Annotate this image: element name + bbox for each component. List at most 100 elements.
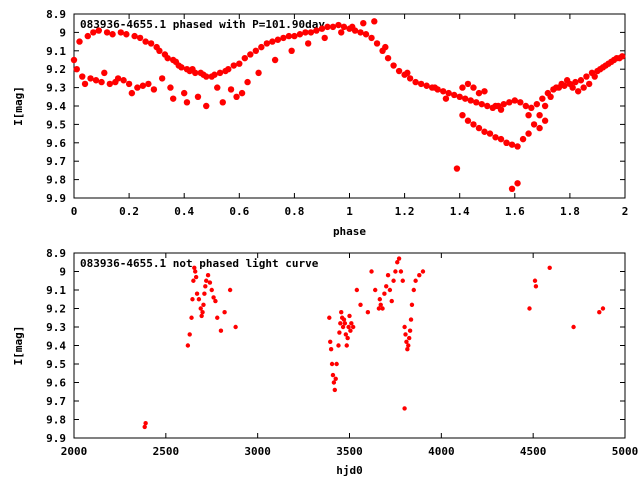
data-point (525, 112, 532, 119)
data-point (456, 93, 463, 101)
data-point (336, 343, 341, 348)
data-point (128, 89, 136, 97)
data-point (536, 124, 543, 132)
data-point (508, 141, 516, 148)
data-point (569, 84, 576, 91)
data-point (255, 69, 262, 77)
data-point (125, 80, 133, 88)
x-tick-label: 0.4 (174, 205, 194, 218)
data-point (362, 31, 370, 38)
data-point (114, 75, 122, 82)
data-point (196, 297, 202, 302)
data-point (156, 47, 163, 54)
data-point (233, 324, 238, 330)
data-point (191, 278, 196, 283)
data-point (198, 306, 203, 311)
data-point (209, 287, 214, 293)
data-point (402, 324, 407, 330)
data-point (330, 372, 336, 378)
data-point (349, 23, 356, 31)
x-tick-label: 4000 (428, 445, 455, 458)
chart-title: 083936-4655.1 phased with P=101.90day (80, 18, 325, 31)
data-point (169, 95, 177, 102)
x-tick-label: 0.6 (229, 205, 249, 218)
data-point (211, 295, 216, 300)
data-point (193, 274, 199, 280)
data-point (462, 95, 469, 102)
data-point (247, 51, 254, 58)
data-point (552, 84, 560, 91)
x-axis-label: phase (333, 225, 366, 238)
data-point (185, 343, 191, 348)
data-point (134, 84, 141, 91)
y-tick-label: 9.5 (46, 358, 66, 371)
data-point (95, 27, 102, 34)
data-point (338, 29, 345, 36)
data-point (380, 306, 385, 311)
data-point (530, 121, 538, 128)
data-point (227, 86, 235, 93)
data-point (291, 32, 298, 40)
data-point (337, 330, 342, 335)
data-point (207, 280, 213, 285)
data-point (167, 84, 174, 91)
data-point (382, 291, 387, 296)
data-point (280, 34, 287, 42)
data-point (252, 47, 260, 54)
data-point (263, 40, 271, 47)
data-point (417, 273, 422, 278)
data-point (583, 73, 590, 80)
data-point (511, 97, 518, 104)
y-tick-label: 8.9 (46, 247, 66, 260)
data-point (328, 347, 334, 352)
y-tick-label: 9.5 (46, 118, 66, 131)
data-point (120, 77, 127, 84)
x-tick-label: 3500 (336, 445, 363, 458)
data-point (400, 278, 405, 283)
x-tick-label: 1.4 (450, 205, 470, 218)
data-point (203, 73, 210, 80)
data-point (98, 78, 105, 86)
data-point (558, 80, 565, 88)
data-point (203, 102, 210, 110)
data-point (205, 273, 211, 278)
data-point (385, 273, 391, 278)
data-point (571, 324, 576, 330)
y-axis-label: I[mag] (12, 86, 25, 126)
data-point (384, 284, 389, 289)
y-tick-label: 9.8 (46, 174, 66, 187)
data-point (404, 69, 411, 77)
data-point (335, 21, 342, 29)
data-point (365, 310, 371, 315)
data-point (190, 297, 195, 302)
data-point (580, 84, 587, 91)
data-point (585, 80, 593, 88)
data-point (158, 75, 166, 82)
data-point (473, 99, 480, 106)
y-tick-label: 9.7 (46, 395, 66, 408)
data-point (327, 315, 332, 320)
data-point (324, 23, 331, 31)
data-point (216, 69, 224, 77)
data-point (230, 62, 237, 69)
data-point (382, 43, 389, 51)
data-point (369, 269, 374, 274)
data-point (395, 260, 400, 265)
data-point (92, 77, 100, 84)
data-point (387, 287, 393, 293)
data-point (307, 29, 315, 36)
data-point (597, 310, 602, 315)
data-point (470, 121, 477, 128)
data-point (79, 73, 86, 80)
data-point (407, 328, 413, 333)
data-point (269, 38, 276, 45)
data-point (536, 112, 543, 119)
data-point (396, 256, 402, 261)
data-point (106, 80, 114, 88)
data-point (408, 317, 414, 322)
data-point (194, 93, 202, 101)
x-tick-label: 1.6 (505, 205, 525, 218)
data-point (329, 361, 335, 367)
x-tick-label: 1.2 (395, 205, 415, 218)
